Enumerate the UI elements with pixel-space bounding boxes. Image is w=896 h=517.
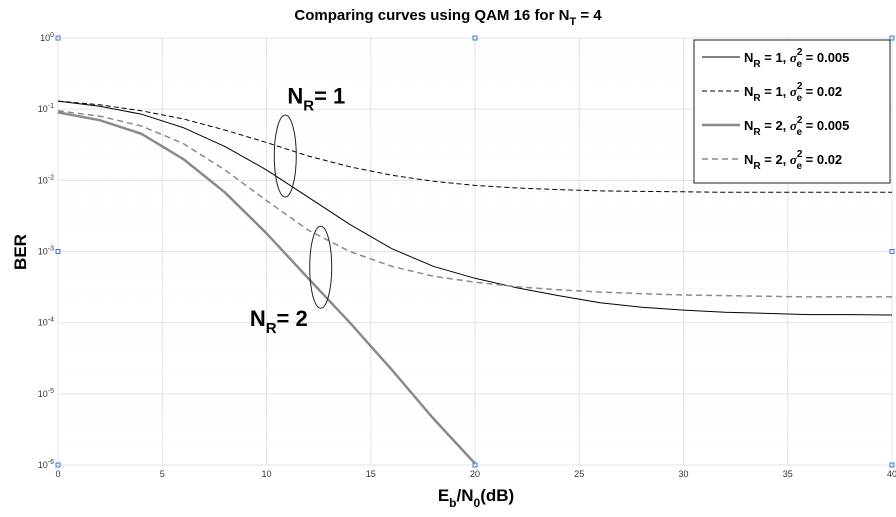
y-tick-label: 10-1 bbox=[38, 103, 54, 114]
axis-marker bbox=[55, 249, 61, 254]
x-axis-label: Eb/N0(dB) bbox=[438, 486, 514, 510]
axis-marker bbox=[472, 35, 478, 41]
series-layer bbox=[57, 100, 893, 465]
legend-label: NR = 1, σ2 e = 0.005 bbox=[744, 47, 849, 70]
x-tick-label: 20 bbox=[470, 469, 480, 479]
axis-marker bbox=[889, 35, 895, 41]
chart-title: Comparing curves using QAM 16 for NT = 4 bbox=[294, 7, 602, 28]
x-tick-label: 30 bbox=[678, 469, 688, 479]
x-tick-label: 25 bbox=[574, 469, 584, 479]
annotation-label: NR= 1 bbox=[287, 84, 345, 115]
legend-label: NR = 2, σ2 e = 0.02 bbox=[744, 149, 842, 172]
y-tick-label: 10-5 bbox=[38, 388, 54, 399]
axis-marker bbox=[889, 249, 895, 254]
legend-label: NR = 1, σ2 e = 0.02 bbox=[744, 81, 842, 104]
x-tick-label: 35 bbox=[783, 469, 793, 479]
axis-marker bbox=[55, 35, 61, 41]
axis-marker bbox=[889, 462, 895, 468]
y-axis-label: BER bbox=[11, 234, 30, 270]
series-line-3 bbox=[57, 111, 476, 465]
x-tick-label: 40 bbox=[887, 469, 896, 479]
annotation-ellipse bbox=[273, 114, 297, 198]
y-tick-label: 100 bbox=[40, 32, 54, 43]
y-tick-label: 10-2 bbox=[38, 174, 54, 185]
legend-items: NR = 1, σ2 e = 0.005 NR = 1, σ2 e = 0.02 NR … bbox=[702, 47, 849, 172]
y-tick-label: 10-6 bbox=[38, 459, 54, 470]
x-tick-label: 10 bbox=[261, 469, 271, 479]
legend-label: NR = 2, σ2 e = 0.005 bbox=[744, 115, 849, 138]
series-line-1 bbox=[57, 100, 893, 316]
annotation-layer: NR= 1 NR= 2 bbox=[250, 84, 345, 337]
axis-ticks: 0 5 10 15 20 25 30 35 40 100 10-1 10-2 10-3 10-4 10-5 1… bbox=[38, 32, 896, 479]
y-tick-label: 10-4 bbox=[38, 317, 54, 328]
annotation-label: NR= 2 bbox=[250, 306, 308, 337]
grid-lines bbox=[57, 37, 893, 466]
legend: NR = 1, σ2 e = 0.005 NR = 1, σ2 e = 0.02 NR … bbox=[693, 39, 891, 184]
annotation-ellipse bbox=[309, 225, 333, 309]
x-tick-label: 15 bbox=[366, 469, 376, 479]
y-tick-label: 10-3 bbox=[38, 246, 54, 257]
axis-marker bbox=[472, 462, 478, 468]
series-line-2 bbox=[57, 100, 892, 193]
axis-marker bbox=[55, 462, 61, 468]
x-tick-label: 5 bbox=[160, 469, 165, 479]
x-tick-label: 0 bbox=[55, 469, 60, 479]
